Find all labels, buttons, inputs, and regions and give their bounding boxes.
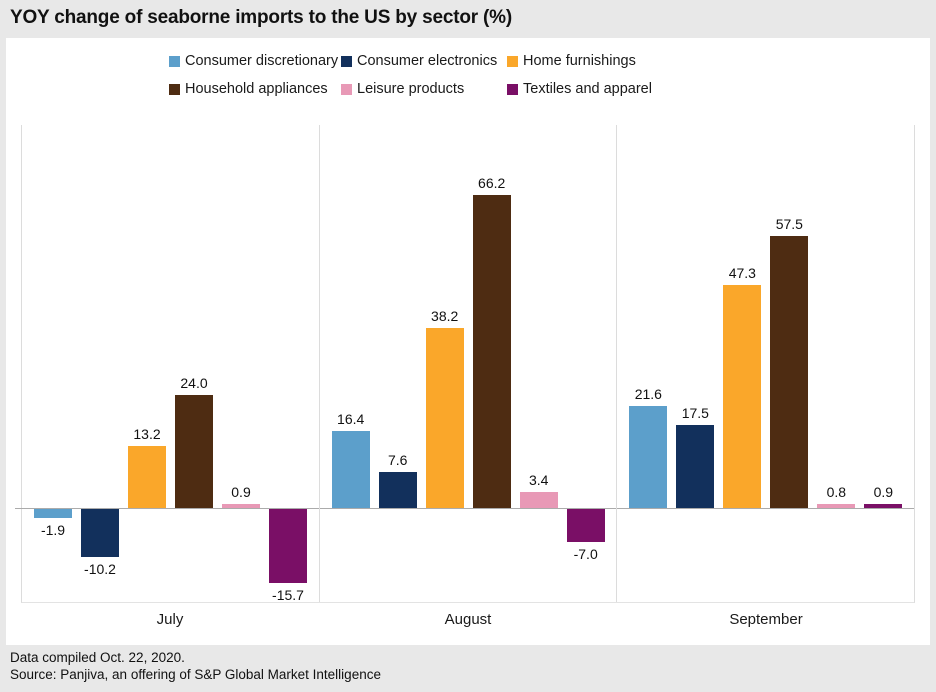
bar-value-label: 16.4 xyxy=(337,411,365,427)
legend-swatch-icon xyxy=(507,83,518,95)
legend-swatch-icon xyxy=(169,83,180,95)
bar-value-label: 0.9 xyxy=(231,484,251,500)
chart-title: YOY change of seaborne imports to the US… xyxy=(10,7,512,28)
bar-value-label: 21.6 xyxy=(634,386,662,402)
legend-item: Consumer discretionary xyxy=(169,53,341,69)
source-note: Data compiled Oct. 22, 2020. Source: Pan… xyxy=(10,649,381,683)
bar-value-label: -7.0 xyxy=(573,546,598,562)
source-line: Source: Panjiva, an offering of S&P Glob… xyxy=(10,667,381,682)
bar-value-label: 17.5 xyxy=(681,405,709,421)
bar-value-label: 47.3 xyxy=(728,265,756,281)
bar-consumer-electronics xyxy=(378,472,417,508)
legend-label: Household appliances xyxy=(185,81,328,97)
month-panel-july: -1.9 -10.2 13.2 24.0 0.9 -15.7 xyxy=(22,125,319,603)
bar-consumer-electronics xyxy=(81,509,119,557)
bar-textiles-and-apparel xyxy=(864,504,903,508)
legend-item: Consumer electronics xyxy=(341,53,507,69)
bar-value-label: 0.9 xyxy=(873,484,894,500)
legend-swatch-icon xyxy=(169,55,180,67)
bar-textiles-and-apparel xyxy=(269,509,307,583)
compiled-date: Data compiled Oct. 22, 2020. xyxy=(10,650,185,665)
zero-axis-line xyxy=(15,508,914,509)
bar-home-furnishings xyxy=(723,285,762,508)
bar-value-label: 38.2 xyxy=(431,308,459,324)
bar-value-label: 57.5 xyxy=(775,216,803,232)
bar-value-label: 7.6 xyxy=(387,452,408,468)
legend: Consumer discretionary Consumer electroni… xyxy=(169,53,717,97)
bar-consumer-discretionary xyxy=(331,431,370,508)
legend-swatch-icon xyxy=(341,83,352,95)
bar-household-appliances xyxy=(770,236,809,508)
bar-value-label: 3.4 xyxy=(528,472,549,488)
bar-leisure-products xyxy=(817,504,856,508)
bar-consumer-electronics xyxy=(676,425,715,508)
legend-item: Household appliances xyxy=(169,81,341,97)
month-panel-august: 16.4 7.6 38.2 66.2 3.4 -7.0 xyxy=(318,125,617,602)
plot-area: -1.9 -10.2 13.2 24.0 0.9 -15.7 16.4 7.6 38.2 66.2… xyxy=(15,125,915,603)
bar-value-label: 13.2 xyxy=(133,426,161,442)
legend-item: Leisure products xyxy=(341,81,507,97)
legend-item: Textiles and apparel xyxy=(507,81,717,97)
month-label-july: July xyxy=(156,611,184,628)
bar-home-furnishings xyxy=(425,328,464,508)
bar-textiles-and-apparel xyxy=(566,509,605,542)
bar-value-label: -10.2 xyxy=(84,561,116,577)
month-axis: July August September xyxy=(21,611,915,628)
bar-value-label: 24.0 xyxy=(180,375,208,391)
bar-leisure-products xyxy=(222,504,260,508)
month-label-august: August xyxy=(444,611,492,628)
bar-value-label: 66.2 xyxy=(478,175,506,191)
legend-label: Consumer discretionary xyxy=(185,53,339,69)
month-panel-september: 21.6 17.5 47.3 57.5 0.8 0.9 xyxy=(616,125,914,602)
legend-label: Home furnishings xyxy=(523,53,636,69)
month-label-september: September xyxy=(729,611,803,628)
bar-value-label: 0.8 xyxy=(826,484,847,500)
legend-swatch-icon xyxy=(341,55,352,67)
bar-value-label: -15.7 xyxy=(272,587,304,603)
bar-consumer-discretionary xyxy=(34,509,72,518)
legend-label: Textiles and apparel xyxy=(523,81,652,97)
legend-label: Leisure products xyxy=(357,81,465,97)
bar-consumer-discretionary xyxy=(629,406,668,508)
legend-label: Consumer electronics xyxy=(357,53,498,69)
legend-item: Home furnishings xyxy=(507,53,717,69)
bar-household-appliances xyxy=(472,195,511,508)
bar-household-appliances xyxy=(175,395,213,508)
bar-value-label: -1.9 xyxy=(40,522,66,538)
bar-leisure-products xyxy=(519,492,558,508)
legend-swatch-icon xyxy=(507,55,518,67)
bar-home-furnishings xyxy=(128,446,166,508)
